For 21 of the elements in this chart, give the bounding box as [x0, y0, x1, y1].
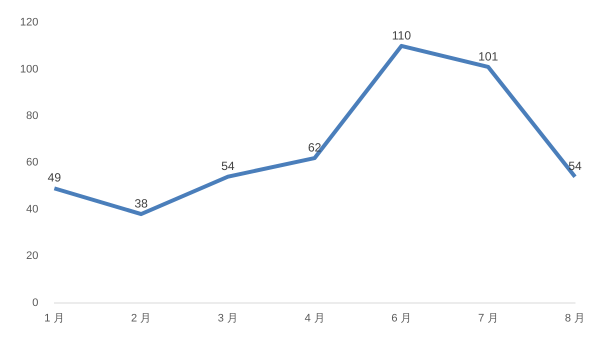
x-tick-label: 1 月 [44, 312, 64, 324]
y-tick-label: 120 [20, 16, 38, 29]
y-tick-label: 80 [26, 110, 38, 122]
data-label: 54 [221, 159, 235, 174]
y-tick-label: 0 [32, 296, 38, 309]
y-tick-label: 100 [20, 63, 38, 76]
x-tick-label: 8 月 [564, 312, 586, 324]
data-label: 49 [48, 170, 62, 185]
data-label: 101 [478, 49, 499, 64]
y-tick-label: 40 [26, 203, 38, 216]
data-label: 54 [568, 159, 582, 174]
data-label: 110 [392, 28, 412, 42]
y-tick-label: 20 [26, 250, 38, 262]
x-tick-label: 7 月 [478, 312, 498, 324]
x-tick-label: 3 月 [218, 312, 238, 324]
x-tick-label: 6 月 [391, 312, 412, 324]
data-label: 62 [308, 140, 322, 154]
x-tick-label: 4 月 [304, 312, 325, 324]
x-tick-label: 2 月 [131, 312, 152, 324]
y-tick-label: 60 [26, 156, 38, 169]
data-label: 38 [134, 196, 148, 210]
